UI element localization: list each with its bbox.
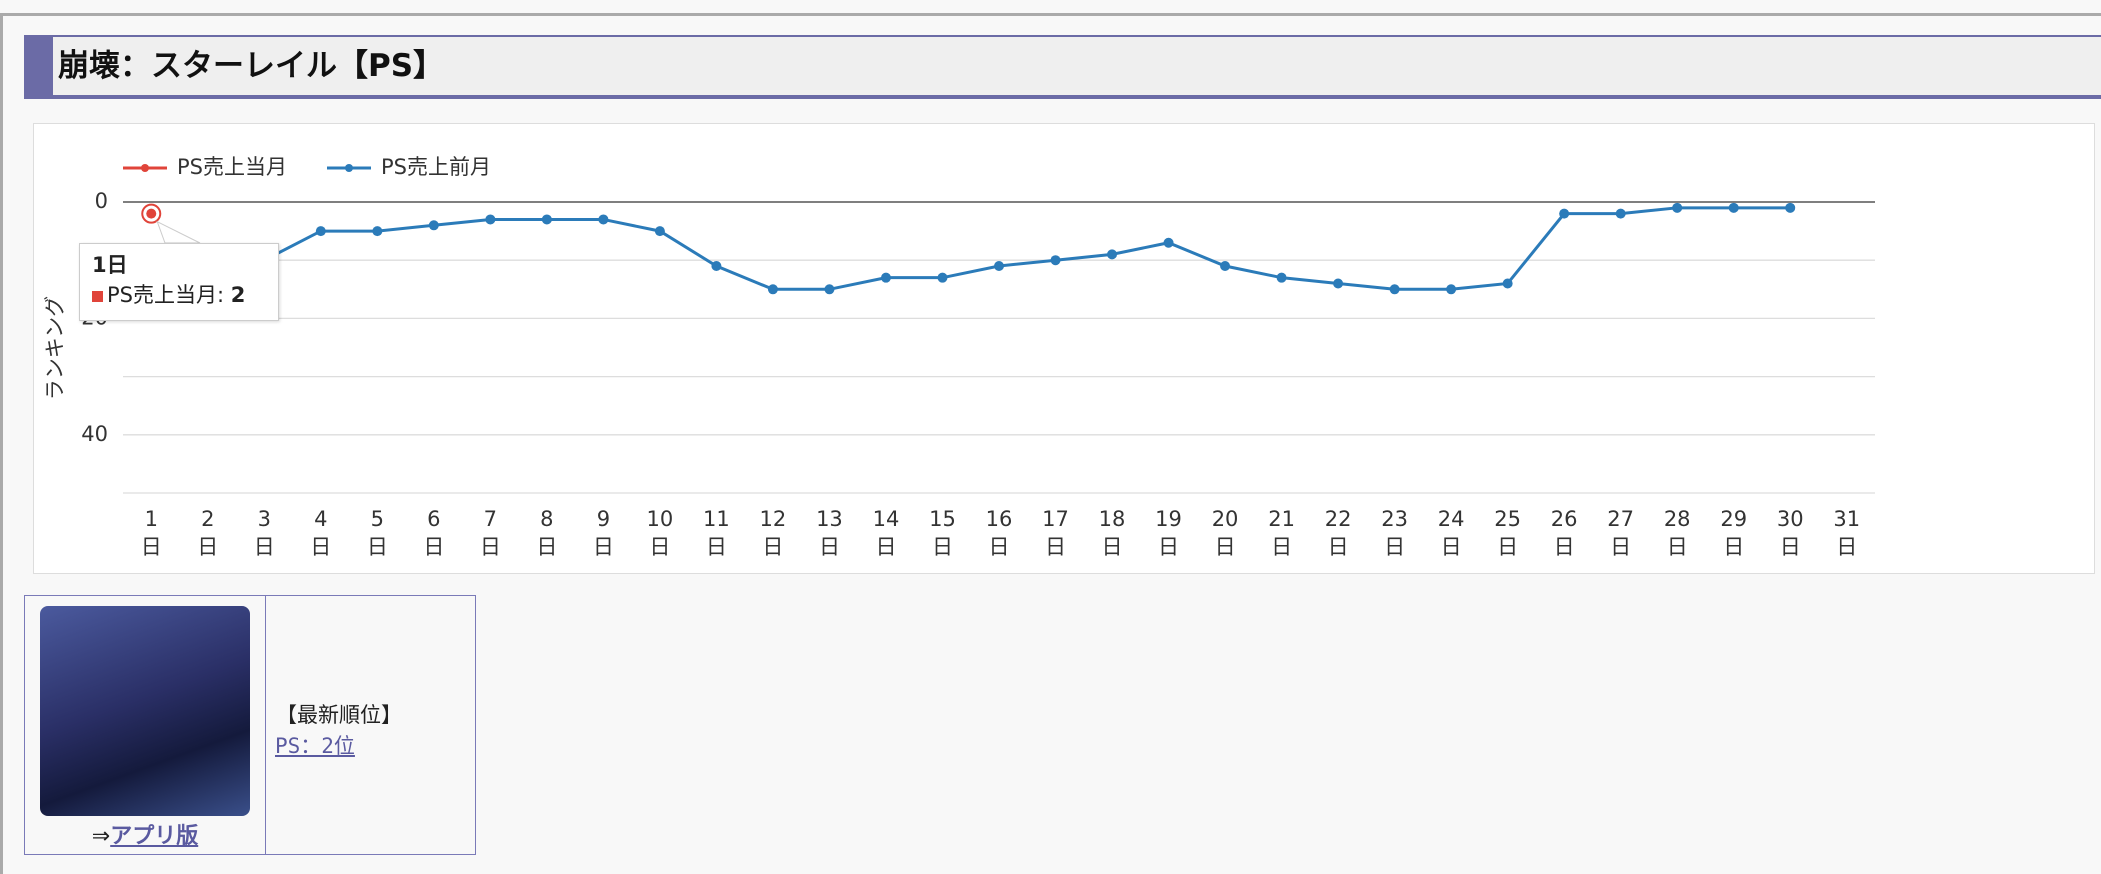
x-tick-label: 16日 [985,507,1013,559]
app-link-row: ⇒アプリ版 [25,818,265,850]
header: 崩壊：スターレイル【PS】 [24,35,2101,99]
legend-label: PS売上前月 [381,155,491,179]
y-axis-title: ランキング [43,296,67,400]
x-tick-label: 30日 [1776,507,1804,559]
point [541,214,552,225]
x-tick-label: 4日 [310,507,332,559]
cell-divider [265,596,266,854]
page-title: 崩壊：スターレイル【PS】 [58,48,445,84]
point [1276,272,1287,283]
point [1502,278,1513,289]
point [428,220,439,231]
point [372,226,383,237]
point [1389,284,1400,295]
tooltip-pointer [156,220,201,244]
point [880,272,891,283]
point [1050,255,1061,266]
x-tick-label: 17日 [1042,507,1069,559]
app-link[interactable]: アプリ版 [110,824,199,849]
point [598,214,609,225]
x-tick-label: 7日 [479,507,501,559]
rank-caption: 【最新順位】 [276,703,402,727]
x-tick-label: 6日 [423,507,445,559]
point [1672,202,1683,213]
x-tick-label: 10日 [646,507,674,559]
point [315,226,326,237]
x-tick-label: 2日 [197,507,219,559]
x-tick-label: 15日 [929,507,956,559]
x-tick-label: 25日 [1494,507,1521,559]
x-tick-label: 24日 [1437,507,1465,559]
x-tick-label: 9日 [592,507,614,559]
tooltip-swatch [92,290,103,302]
x-tick-label: 28日 [1663,507,1691,559]
y-tick-label: 0 [95,189,108,213]
x-tick-label: 27日 [1607,507,1635,559]
series-line [151,206,1791,291]
tooltip-row: PS売上当月: 2 [92,280,266,310]
point [1107,249,1118,260]
chart-box [33,123,2095,574]
point [654,226,665,237]
x-tick-label: 14日 [872,507,900,559]
tooltip-title: 1日 [92,253,128,277]
rank-link[interactable]: PS：2位 [275,734,355,758]
frame [0,13,2101,874]
legend-label: PS売上当月 [177,155,287,179]
point [1446,284,1457,295]
x-tick-label: 29日 [1720,507,1748,559]
x-tick-label: 13日 [816,507,843,559]
point [767,284,778,295]
point [711,261,722,272]
app-prefix: ⇒ [91,824,111,849]
point [994,261,1004,272]
point [1220,261,1231,272]
x-tick-label: 11日 [703,507,730,559]
x-tick-label: 3日 [253,507,275,559]
x-tick-label: 23日 [1381,507,1408,559]
y-tick-label: 40 [81,422,108,446]
info-table: ⇒アプリ版 【最新順位】 PS：2位 [24,595,476,855]
point [485,214,496,225]
x-tick-label: 8日 [536,507,558,559]
x-tick-label: 20日 [1211,507,1239,559]
point [937,272,948,283]
x-tick-label: 22日 [1324,507,1352,559]
point [1615,208,1626,219]
x-tick-label: 19日 [1155,507,1182,559]
x-tick-label: 5日 [366,507,388,559]
x-tick-label: 18日 [1098,507,1126,559]
x-tick-label: 26日 [1550,507,1578,559]
x-tick-label: 12日 [759,507,787,559]
point [1785,202,1796,213]
point [1163,237,1174,248]
point [146,208,157,219]
x-tick-label: 1日 [140,507,162,559]
tooltip-value: 2 [230,283,246,307]
point [1333,278,1344,289]
tooltip: 1日 PS売上当月: 2 [79,243,279,321]
x-tick-label: 31日 [1833,507,1861,559]
legend-marker [345,164,353,172]
tooltip-label: PS売上当月: [107,283,225,307]
header-bar [24,37,53,95]
x-tick-label: 21日 [1268,507,1295,559]
game-image[interactable] [40,606,250,816]
point [1728,202,1739,213]
legend-marker [141,164,149,172]
point [824,284,835,295]
point [1559,208,1570,219]
